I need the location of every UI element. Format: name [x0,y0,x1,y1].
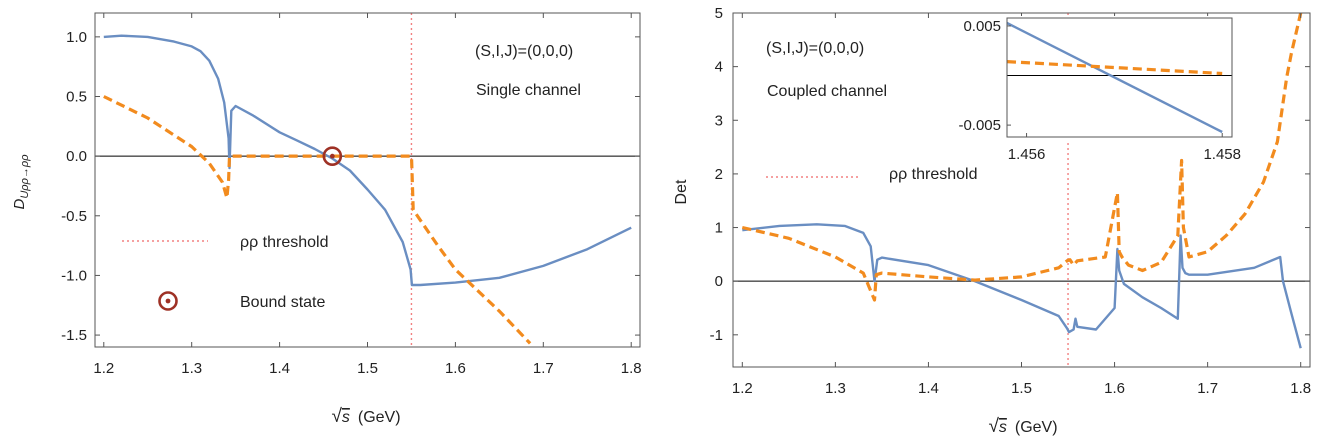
bound-state-marker [322,146,343,166]
right-series-dashed [741,12,1303,302]
right-y-tick-label: 5 [715,5,723,22]
right-series-layer [741,12,1303,349]
inset-x-tick-label: 1.458 [1203,146,1241,163]
left-legend-bound-state-marker [158,291,178,311]
inset-ticks-layer: 1.456 1.458 0.005 -0.005 [958,18,1241,163]
right-grid-layer [733,13,1310,367]
right-y-tick-label: 1 [715,220,723,237]
right-y-tick-label: 2 [715,166,723,183]
left-x-tick-label: 1.8 [621,360,642,377]
right-annotation-channel: Coupled channel [767,83,887,100]
left-y-tick-label: -1.0 [61,267,87,284]
left-ticks-layer: 1.2 1.3 1.4 1.5 1.6 1.7 1.8 1.0 0.5 0.0 -0.5 -1.0 -1… [61,13,642,377]
left-panel: 1.2 1.3 1.4 1.5 1.6 1.7 1.8 1.0 0.5 0.0 -0.5 -1.0 -1… [11,12,642,427]
right-legend-threshold-label: ρρ threshold [889,166,977,183]
left-legend-threshold-label: ρρ threshold [240,234,328,251]
right-x-tick-label: 1.2 [732,380,753,397]
left-x-tick-label: 1.6 [445,360,466,377]
right-y-tick-label: 4 [715,59,723,76]
left-y-tick-label: -0.5 [61,208,87,225]
right-x-tick-label: 1.4 [918,380,939,397]
right-x-tick-label: 1.5 [1011,380,1032,397]
inset-series-layer [1006,21,1232,134]
right-y-axis-label: Det [673,179,690,204]
left-legend-bound-state-label: Bound state [240,294,326,311]
inset-y-tick-label: -0.005 [958,117,1001,134]
left-annotation-sij: (S,I,J)=(0,0,0) [475,43,573,60]
right-y-tick-label: -1 [710,327,723,344]
left-y-tick-label: -1.5 [61,327,87,344]
left-x-tick-label: 1.4 [269,360,290,377]
right-x-tick-label: 1.6 [1104,380,1125,397]
left-series-solid [103,34,632,287]
left-series-layer [103,34,632,345]
right-x-tick-label: 1.3 [825,380,846,397]
left-series-dashed [103,95,532,345]
left-x-tick-label: 1.3 [181,360,202,377]
right-x-tick-label: 1.7 [1197,380,1218,397]
left-x-tick-label: 1.2 [93,360,114,377]
right-annotation-sij: (S,I,J)=(0,0,0) [766,40,864,57]
left-y-axis-label: DUρρ→ρρ [11,155,31,210]
right-x-axis-label: √s (GeV) [988,416,1057,437]
right-y-tick-label: 3 [715,112,723,129]
right-ticks-layer: 1.2 1.3 1.4 1.5 1.6 1.7 1.8 5 4 3 2 1 0 -1 [710,5,1311,397]
inset-series-dashed [1006,60,1223,76]
right-panel: 1.2 1.3 1.4 1.5 1.6 1.7 1.8 5 4 3 2 1 0 -1 (S,I,J)=(0… [673,5,1311,437]
inset-y-tick-label: 0.005 [963,18,1001,35]
left-y-tick-label: 1.0 [66,29,87,46]
left-y-tick-label: 0.0 [66,148,87,165]
inset-x-tick-label: 1.456 [1008,146,1046,163]
right-y-tick-label: 0 [715,273,723,290]
inset-chart: 1.456 1.458 0.005 -0.005 [958,16,1241,163]
left-x-tick-label: 1.7 [533,360,554,377]
right-x-tick-label: 1.8 [1290,380,1311,397]
left-y-tick-label: 0.5 [66,89,87,106]
left-annotation-channel: Single channel [476,82,581,99]
bound-state-marker-dot [329,153,335,159]
inset-series-solid [1006,21,1223,134]
left-x-axis-label: √s (GeV) [331,406,400,427]
left-x-tick-label: 1.5 [357,360,378,377]
right-series-solid [742,223,1302,349]
inset-frame [1006,17,1233,138]
